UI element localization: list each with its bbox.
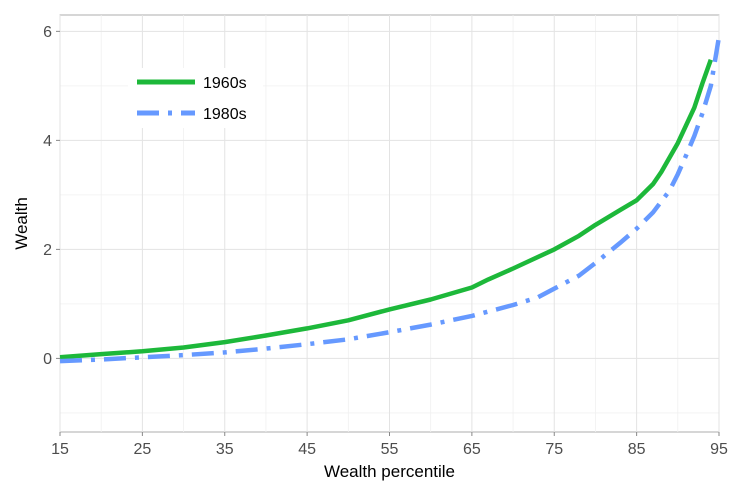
- y-tick-label: 2: [43, 242, 52, 259]
- x-tick-label: 95: [710, 441, 728, 458]
- y-tick-label: 4: [43, 133, 52, 150]
- x-tick-label: 85: [628, 441, 646, 458]
- x-axis-title: Wealth percentile: [324, 462, 455, 481]
- x-tick-label: 75: [545, 441, 563, 458]
- series-lines: [59, 36, 722, 364]
- series-line-1960s: [59, 58, 713, 360]
- legend-label-1960s: 1960s: [203, 75, 247, 92]
- x-tick-label: 15: [51, 441, 69, 458]
- y-axis-ticks: 0 2 4 6: [43, 24, 60, 368]
- x-tick-label: 25: [133, 441, 151, 458]
- x-tick-label: 55: [381, 441, 399, 458]
- x-tick-label: 65: [463, 441, 481, 458]
- y-tick-label: 6: [43, 24, 52, 41]
- y-tick-label: 0: [43, 351, 52, 368]
- series-line-1980s: [59, 36, 722, 364]
- x-axis-ticks: 15 25 35 45 55 65 75 85 95: [51, 432, 728, 458]
- x-tick-label: 45: [298, 441, 316, 458]
- y-axis-title: Wealth: [12, 197, 31, 250]
- legend-background: [128, 68, 263, 128]
- legend-label-1980s: 1980s: [203, 106, 247, 123]
- legend: 1960s 1980s: [128, 68, 263, 128]
- x-tick-label: 35: [216, 441, 234, 458]
